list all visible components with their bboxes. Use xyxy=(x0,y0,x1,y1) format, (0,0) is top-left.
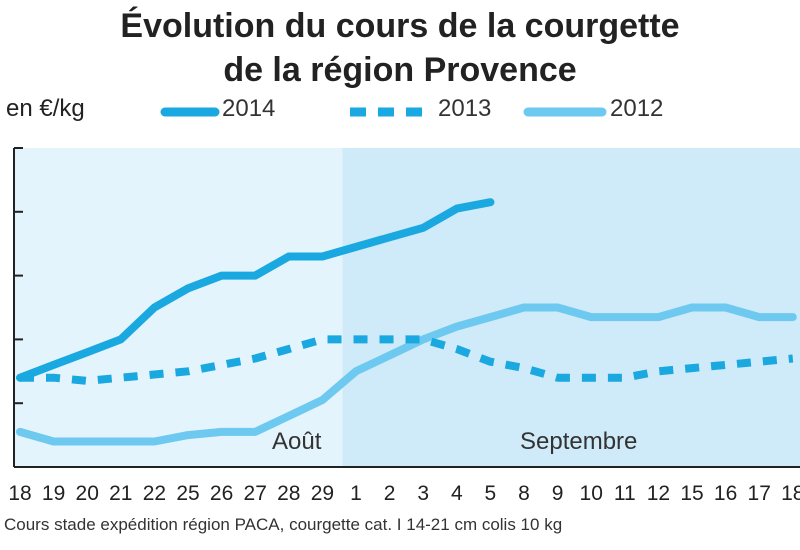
x-tick-label: 3 xyxy=(417,482,429,505)
x-tick-label: 11 xyxy=(614,482,636,505)
legend-label-2012: 2012 xyxy=(610,95,664,122)
x-tick-label: 1 xyxy=(350,482,362,505)
footnote: Cours stade expédition région PACA, cour… xyxy=(4,515,563,534)
x-tick-label: 21 xyxy=(109,482,132,505)
plot-background-august xyxy=(14,148,343,467)
x-tick-label: 22 xyxy=(143,482,166,505)
x-tick-label: 28 xyxy=(277,482,300,505)
x-tick-label: 19 xyxy=(42,482,65,505)
x-tick-label: 16 xyxy=(714,482,737,505)
chart-subtitle: de la région Provence xyxy=(223,51,577,89)
x-tick-label: 18 xyxy=(8,482,31,505)
month-label-septembre: Septembre xyxy=(520,428,637,455)
x-tick-label: 17 xyxy=(748,482,771,505)
x-tick-label: 25 xyxy=(176,482,199,505)
series-line-2013 xyxy=(20,335,794,385)
series-line-2012 xyxy=(16,303,797,446)
x-tick-label: 2 xyxy=(384,482,396,505)
x-tick-label: 4 xyxy=(451,482,463,505)
x-tick-label: 10 xyxy=(580,482,603,505)
x-tick-label: 29 xyxy=(311,482,334,505)
legend-label-2014: 2014 xyxy=(222,95,276,122)
month-label-aout: Août xyxy=(272,428,322,455)
x-tick-label: 20 xyxy=(76,482,99,505)
x-tick-label: 12 xyxy=(647,482,670,505)
x-tick-label: 15 xyxy=(680,482,703,505)
x-tick-label: 9 xyxy=(552,482,564,505)
x-tick-label: 5 xyxy=(485,482,497,505)
x-tick-label: 18 xyxy=(781,482,800,505)
x-tick-label: 8 xyxy=(518,482,530,505)
chart-title: Évolution du cours de la courgette xyxy=(120,7,680,45)
y-axis-label: en €/kg xyxy=(6,95,85,122)
legend-label-2013: 2013 xyxy=(438,95,492,122)
x-tick-label: 26 xyxy=(210,482,233,505)
x-tick-label: 27 xyxy=(244,482,267,505)
series-line-2014 xyxy=(16,198,495,382)
